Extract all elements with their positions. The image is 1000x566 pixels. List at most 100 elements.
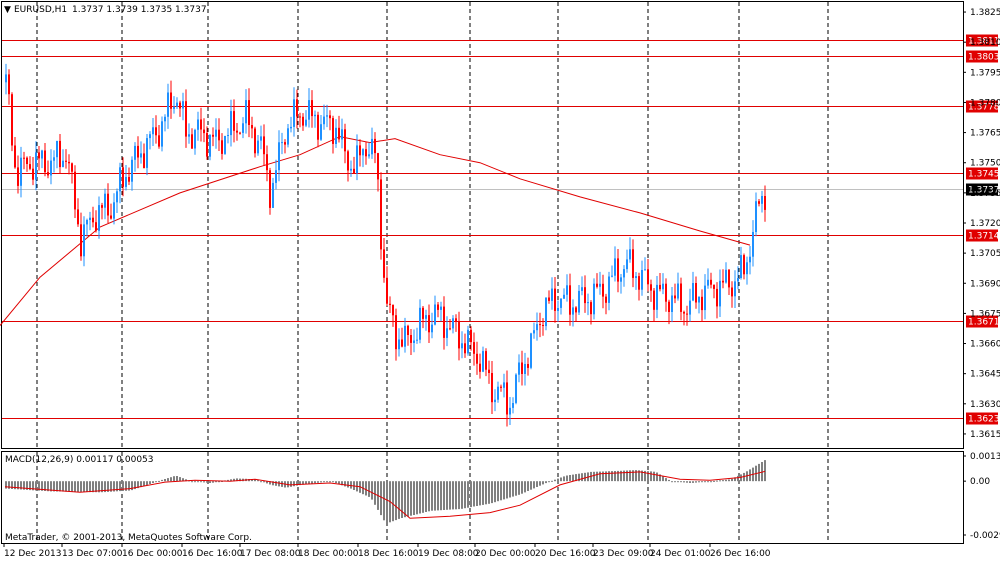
candle-bear[interactable]: [458, 321, 460, 349]
candle-bear[interactable]: [218, 129, 220, 141]
candle-bull[interactable]: [194, 129, 196, 149]
candle-bear[interactable]: [206, 133, 208, 157]
candle-bull[interactable]: [41, 150, 43, 159]
candle-bear[interactable]: [410, 335, 412, 343]
candle-bear[interactable]: [680, 283, 682, 312]
candle-bull[interactable]: [563, 294, 565, 299]
candle-bear[interactable]: [38, 152, 40, 159]
candle-bull[interactable]: [326, 115, 328, 117]
candle-bull[interactable]: [350, 168, 352, 171]
price-axis[interactable]: 1.38251.38101.37951.37801.37651.37501.37…: [963, 8, 1000, 541]
candle-bull[interactable]: [197, 119, 199, 130]
candle-bull[interactable]: [587, 302, 589, 304]
candle-bull[interactable]: [215, 129, 217, 137]
candle-bull[interactable]: [533, 330, 535, 334]
candle-bear[interactable]: [392, 304, 394, 316]
candle-bear[interactable]: [617, 258, 619, 282]
candle-bear[interactable]: [47, 172, 49, 176]
candle-bear[interactable]: [347, 151, 349, 171]
candle-bull[interactable]: [635, 276, 637, 278]
candle-bear[interactable]: [407, 325, 409, 335]
candle-bull[interactable]: [242, 123, 244, 133]
candle-bear[interactable]: [716, 288, 718, 307]
candles-layer[interactable]: [5, 63, 766, 427]
candle-bear[interactable]: [191, 134, 193, 149]
candle-bull[interactable]: [323, 116, 325, 125]
candle-bear[interactable]: [695, 283, 697, 303]
candle-bull[interactable]: [620, 277, 622, 282]
candle-bull[interactable]: [305, 119, 307, 126]
candle-bull[interactable]: [152, 127, 154, 135]
candle-bull[interactable]: [497, 386, 499, 400]
candle-bear[interactable]: [764, 196, 766, 210]
candle-bull[interactable]: [425, 315, 427, 319]
candle-bear[interactable]: [647, 269, 649, 285]
candle-bear[interactable]: [521, 362, 523, 375]
candle-bear[interactable]: [200, 119, 202, 130]
candle-bull[interactable]: [182, 101, 184, 109]
candle-bull[interactable]: [608, 276, 610, 303]
candle-bear[interactable]: [317, 114, 319, 140]
candle-bear[interactable]: [473, 342, 475, 354]
candle-bear[interactable]: [299, 116, 301, 118]
candle-bear[interactable]: [443, 306, 445, 338]
candle-bull[interactable]: [677, 283, 679, 299]
candle-bear[interactable]: [395, 315, 397, 350]
candle-bear[interactable]: [143, 153, 145, 168]
candle-bear[interactable]: [71, 163, 73, 172]
candle-bear[interactable]: [11, 94, 13, 146]
candle-bull[interactable]: [623, 269, 625, 278]
candle-bear[interactable]: [263, 136, 265, 155]
candle-bull[interactable]: [599, 283, 601, 287]
candle-bear[interactable]: [185, 101, 187, 137]
candle-bear[interactable]: [302, 116, 304, 126]
candle-bull[interactable]: [356, 145, 358, 174]
candle-bull[interactable]: [368, 154, 370, 157]
candle-bear[interactable]: [203, 129, 205, 134]
candle-bear[interactable]: [722, 280, 724, 283]
candle-bear[interactable]: [155, 127, 157, 136]
candle-bear[interactable]: [377, 153, 379, 180]
candle-bear[interactable]: [80, 224, 82, 257]
candle-bull[interactable]: [230, 111, 232, 136]
candle-bull[interactable]: [737, 278, 739, 282]
candle-bear[interactable]: [506, 382, 508, 415]
candle-bear[interactable]: [254, 128, 256, 154]
candle-bull[interactable]: [320, 124, 322, 140]
candle-bear[interactable]: [743, 255, 745, 275]
candle-bear[interactable]: [137, 145, 139, 158]
candle-bear[interactable]: [401, 339, 403, 347]
candle-bear[interactable]: [32, 168, 34, 180]
candle-bull[interactable]: [755, 201, 757, 232]
candle-bear[interactable]: [212, 134, 214, 137]
candle-bull[interactable]: [131, 159, 133, 182]
candle-bull[interactable]: [761, 196, 763, 204]
candle-bull[interactable]: [278, 142, 280, 171]
candle-bull[interactable]: [614, 258, 616, 276]
candle-bear[interactable]: [329, 115, 331, 119]
candle-bull[interactable]: [440, 306, 442, 310]
candle-bear[interactable]: [674, 295, 676, 299]
candle-bear[interactable]: [701, 296, 703, 311]
candle-bear[interactable]: [266, 154, 268, 171]
candle-bull[interactable]: [611, 275, 613, 277]
candle-bear[interactable]: [383, 249, 385, 278]
candle-bull[interactable]: [86, 220, 88, 225]
candle-bear[interactable]: [758, 201, 760, 204]
candle-bull[interactable]: [557, 308, 559, 311]
candle-bull[interactable]: [446, 328, 448, 338]
candle-bull[interactable]: [335, 127, 337, 144]
candle-bull[interactable]: [257, 140, 259, 154]
candle-bear[interactable]: [485, 351, 487, 370]
candle-bull[interactable]: [494, 399, 496, 403]
candle-bull[interactable]: [104, 193, 106, 208]
candle-bull[interactable]: [119, 167, 121, 192]
candle-bear[interactable]: [602, 283, 604, 297]
candle-bear[interactable]: [548, 297, 550, 301]
candle-bull[interactable]: [512, 403, 514, 408]
candle-bull[interactable]: [419, 307, 421, 340]
candle-bear[interactable]: [650, 284, 652, 291]
candle-bear[interactable]: [23, 157, 25, 159]
candle-bull[interactable]: [56, 140, 58, 158]
